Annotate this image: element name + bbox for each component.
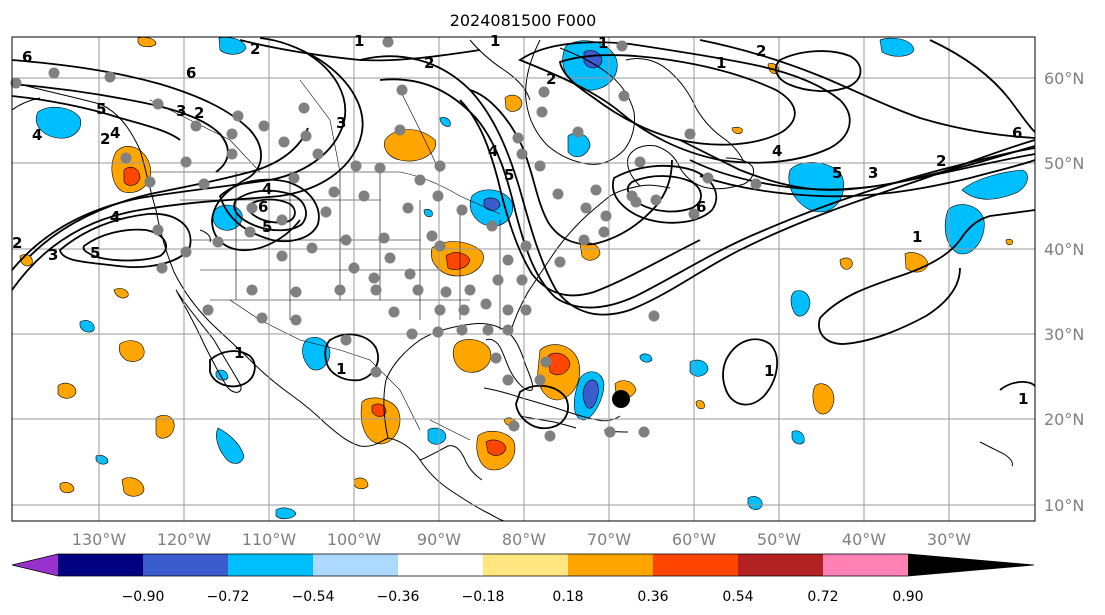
lat-tick-label: 30°N [1044, 325, 1084, 344]
contour-label: 1 [716, 54, 726, 72]
colorbar-segment [738, 554, 823, 576]
contour-label: 3 [336, 114, 346, 132]
contour-label: 2 [250, 40, 260, 58]
colorbar-segment [143, 554, 228, 576]
station-markers [10, 36, 762, 442]
colorbar-tick-label: 0.90 [892, 589, 923, 605]
lon-tick-label: 130°W [72, 530, 127, 549]
contour-label: 5 [96, 100, 106, 118]
colorbar-segment [483, 554, 568, 576]
colorbar-segment [58, 554, 143, 576]
contour-label: 5 [504, 166, 514, 184]
contour-label: 4 [110, 124, 120, 142]
contour-label: 3 [48, 246, 58, 264]
contour-label: 5 [262, 218, 272, 236]
lon-tick-label: 50°W [757, 530, 801, 549]
contour-label: 6 [258, 198, 268, 216]
lon-tick-label: 40°W [842, 530, 886, 549]
contour-label: 4 [772, 142, 782, 160]
colorbar-tick-label: 0.18 [552, 589, 583, 605]
map-title: 2024081500 F000 [450, 11, 597, 30]
contour-label: 1 [490, 32, 500, 50]
contour-label: 5 [832, 164, 842, 182]
map-frame [11, 36, 1036, 522]
storm-center-marker [612, 390, 630, 408]
lat-tick-label: 50°N [1044, 154, 1084, 173]
lon-tick-label: 60°W [672, 530, 716, 549]
contour-label: 6 [1012, 124, 1022, 142]
colorbar-segment [653, 554, 738, 576]
contour-label: 2 [424, 54, 434, 72]
colorbar-segment [398, 554, 483, 576]
lon-tick-label: 90°W [417, 530, 461, 549]
contour-label: 1 [912, 228, 922, 246]
colorbar-tick-label: 0.36 [637, 589, 668, 605]
lat-tick-label: 40°N [1044, 240, 1084, 259]
contour-label: 1 [764, 362, 774, 380]
contour-label: 1 [354, 32, 364, 50]
contour-label: 2 [756, 42, 766, 60]
colorbar-tick-label: 0.54 [722, 589, 753, 605]
colorbar: −0.90 −0.72 −0.54 −0.36 −0.18 0.18 0.36 … [11, 553, 1035, 605]
lon-tick-label: 120°W [157, 530, 212, 549]
contour-label: 1 [598, 34, 608, 52]
contour-label: 3 [176, 102, 186, 120]
longitude-axis: 130°W 120°W 110°W 100°W 90°W 80°W 70°W 6… [72, 530, 971, 549]
colorbar-tick-label: −0.90 [122, 589, 165, 605]
colorbar-tick-label: −0.36 [377, 589, 420, 605]
lat-tick-label: 60°N [1044, 69, 1084, 88]
contour-label: 6 [696, 198, 706, 216]
contour-label: 2 [936, 152, 946, 170]
lon-tick-label: 70°W [587, 530, 631, 549]
lon-tick-label: 30°W [927, 530, 971, 549]
contour-label: 2 [546, 70, 556, 88]
colorbar-segment [313, 554, 398, 576]
colorbar-segment [12, 554, 58, 576]
latitude-axis: 60°N 50°N 40°N 30°N 20°N 10°N [1044, 69, 1084, 515]
map-panel: 6 5 4 3 2 1 2 6 5 4 3 2 4 6 5 3 2 1 4 2 … [10, 32, 1036, 522]
contour-label: 6 [22, 48, 32, 66]
lon-tick-label: 100°W [327, 530, 382, 549]
colorbar-tick-label: −0.18 [462, 589, 505, 605]
contour-label: 4 [32, 126, 42, 144]
contour-label: 1 [234, 344, 244, 362]
contour-label: 4 [110, 208, 120, 226]
lat-tick-label: 10°N [1044, 496, 1084, 515]
lat-tick-label: 20°N [1044, 410, 1084, 429]
contour-label: 3 [868, 164, 878, 182]
contour-label: 6 [186, 64, 196, 82]
contour-label: 4 [262, 180, 272, 198]
colorbar-tick-label: −0.72 [207, 589, 250, 605]
contour-label: 4 [488, 142, 498, 160]
colorbar-segment [823, 554, 908, 576]
contour-label: 5 [90, 244, 100, 262]
contour-labels: 6 5 4 3 2 1 2 6 5 4 3 2 4 6 5 3 2 1 4 2 … [12, 32, 1028, 408]
contour-label: 2 [194, 104, 204, 122]
lon-tick-label: 110°W [242, 530, 297, 549]
contour-label: 2 [12, 234, 22, 252]
contour-label: 1 [336, 360, 346, 378]
colorbar-segment [228, 554, 313, 576]
colorbar-tick-label: 0.72 [807, 589, 838, 605]
contour-label: 2 [100, 130, 110, 148]
lon-tick-label: 80°W [502, 530, 546, 549]
colorbar-tick-label: −0.54 [292, 589, 335, 605]
colorbar-segment [908, 554, 1034, 576]
contour-label: 1 [1018, 390, 1028, 408]
colorbar-segment [568, 554, 653, 576]
